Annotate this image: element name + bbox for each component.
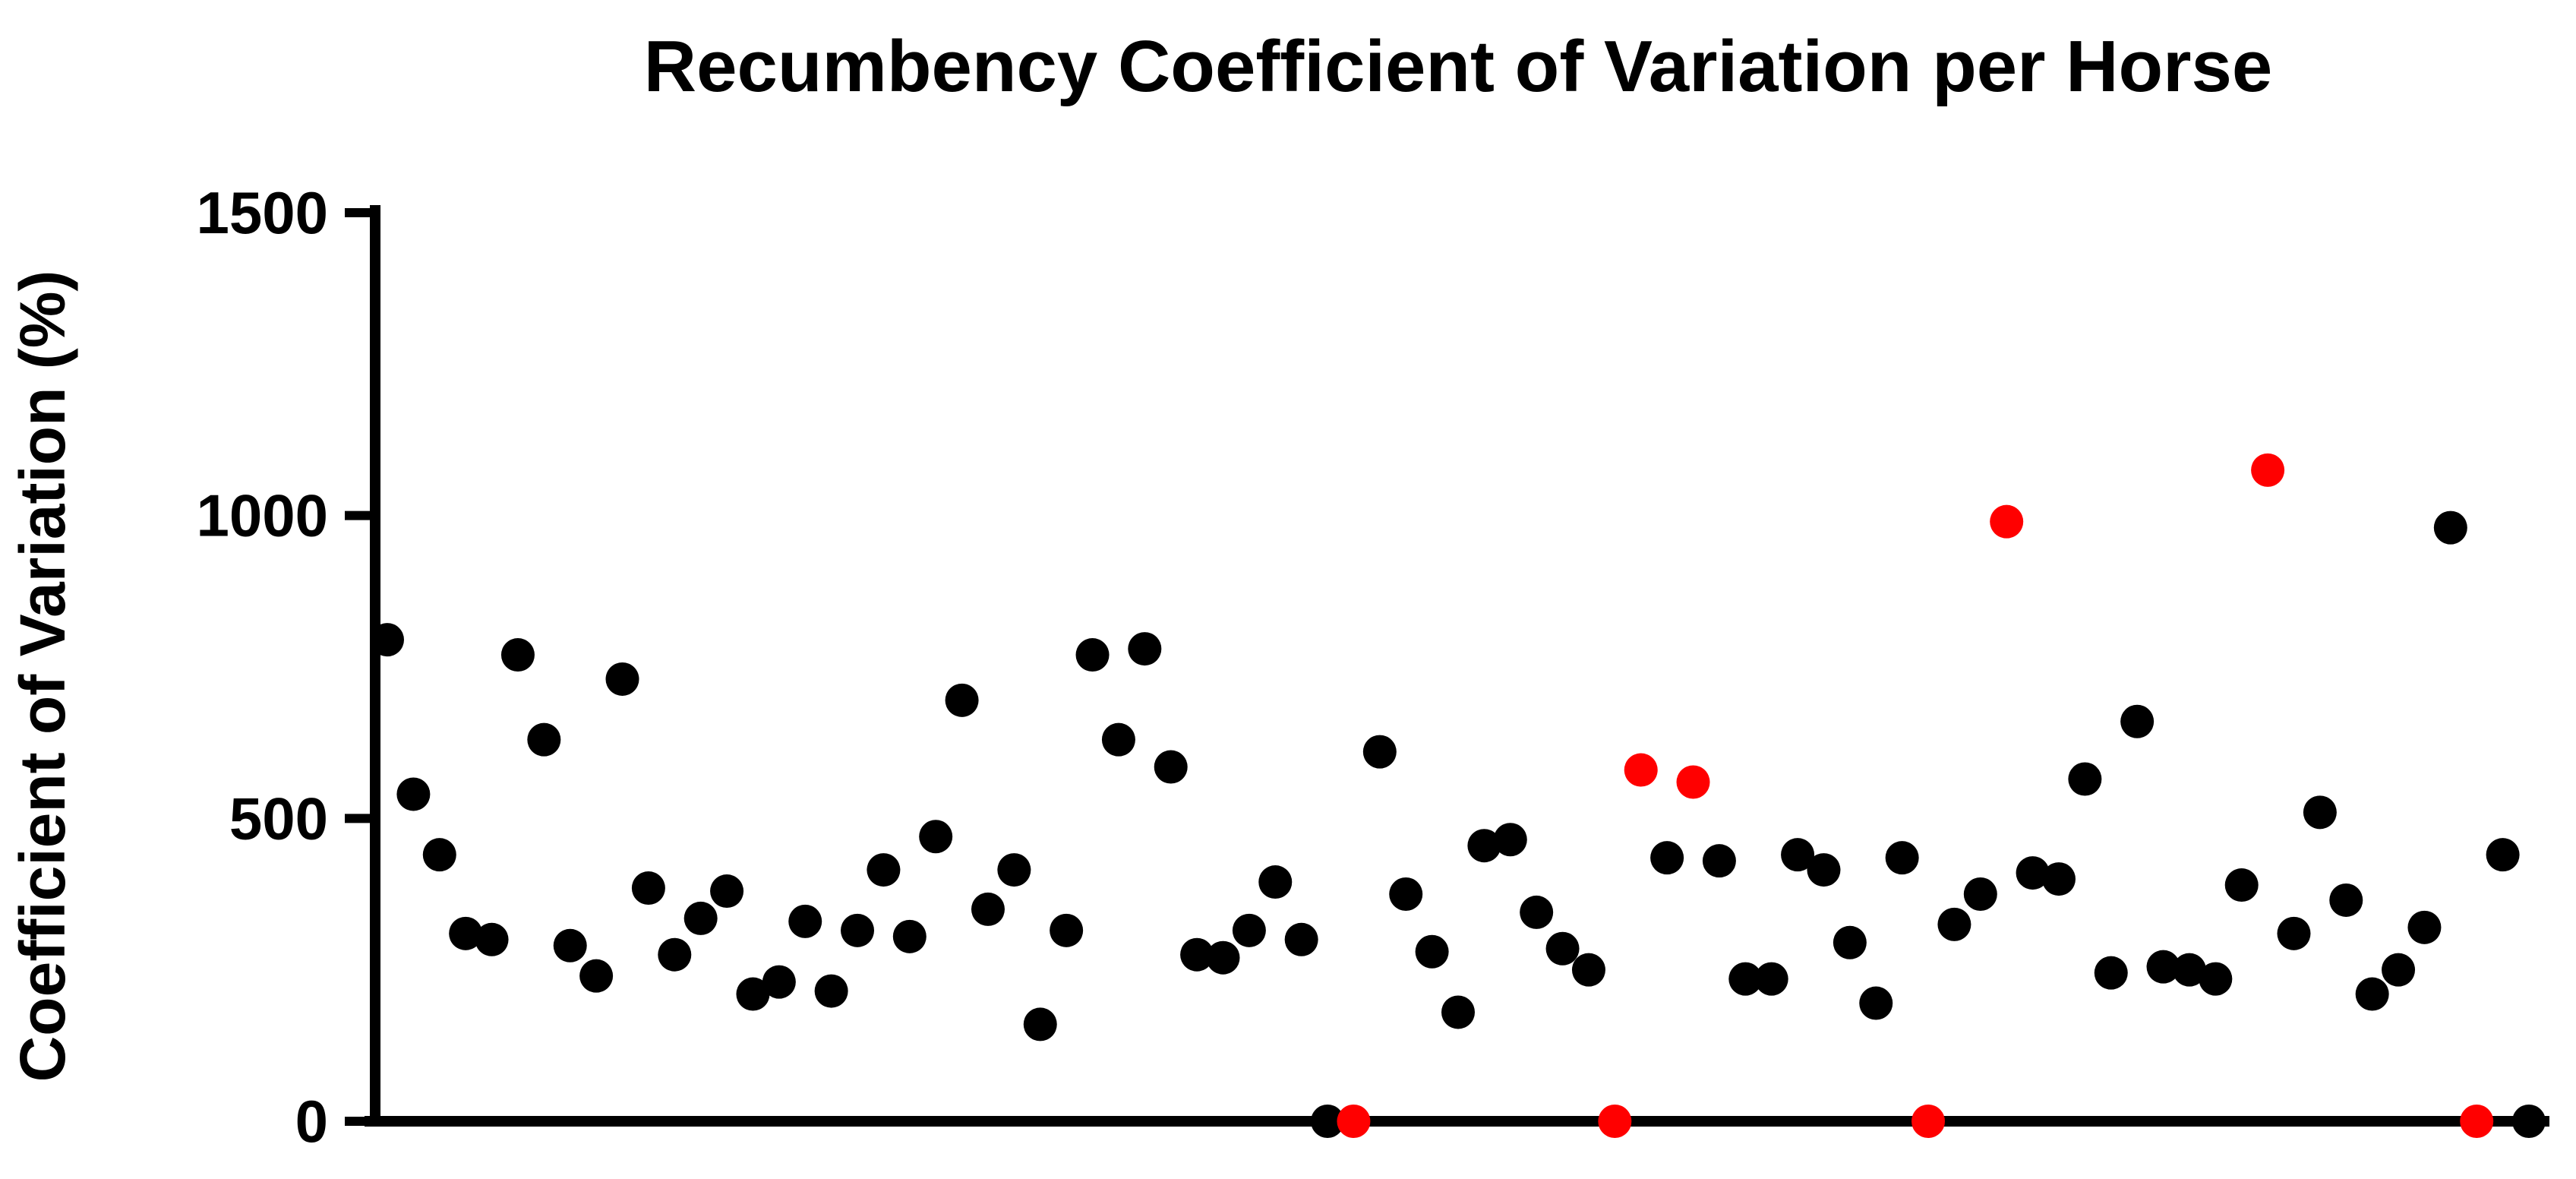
data-point [788, 904, 822, 938]
data-point [2146, 950, 2180, 984]
data-point [2512, 1105, 2546, 1138]
data-point [2199, 962, 2233, 996]
data-point [762, 965, 796, 999]
data-point [1415, 934, 1449, 969]
data-point [867, 853, 901, 887]
data-point [1075, 638, 1110, 672]
data-point [605, 662, 639, 696]
data-point [1545, 931, 1580, 966]
y-axis-ticks: 0 500 1000 1500 [196, 179, 375, 1155]
data-point [2120, 704, 2155, 738]
data-point [1650, 841, 1684, 875]
data-point [2329, 883, 2363, 917]
data-point [1441, 995, 1475, 1029]
y-tick-label: 0 [295, 1088, 328, 1155]
data-point [2068, 762, 2102, 796]
data-point [1493, 823, 1527, 857]
data-point-highlight [1598, 1105, 1632, 1138]
data-point [919, 820, 953, 854]
data-point [2433, 510, 2467, 545]
data-point [1859, 986, 1893, 1020]
data-point [2277, 916, 2311, 950]
data-point [2355, 977, 2389, 1011]
data-point [1128, 632, 1162, 666]
data-point [1520, 895, 1554, 929]
data-point-highlight [1990, 504, 2024, 539]
data-point [1389, 877, 1423, 911]
data-point [1728, 962, 1763, 996]
data-point [371, 623, 404, 657]
data-point [1023, 1007, 1057, 1042]
data-point [658, 937, 692, 972]
data-point [1571, 953, 1605, 987]
data-point [422, 838, 456, 872]
y-axis-label: Coefficient of Variation (%) [7, 270, 78, 1083]
data-point [1885, 841, 1919, 875]
data-point [2094, 956, 2128, 990]
data-point [710, 874, 744, 909]
data-point [553, 928, 587, 962]
data-points [371, 453, 2546, 1138]
data-point [1311, 1105, 1345, 1138]
data-point [892, 919, 927, 953]
data-point [2382, 953, 2416, 987]
data-point [527, 722, 561, 757]
data-point-highlight [1676, 765, 1710, 799]
data-point [1807, 853, 1841, 887]
data-point [1963, 877, 1997, 911]
data-point [1232, 913, 1266, 947]
data-point [814, 974, 848, 1008]
data-point [631, 871, 665, 906]
data-point [579, 959, 614, 993]
data-point [1937, 907, 1971, 941]
data-point [1154, 750, 1188, 784]
data-point [2486, 838, 2520, 872]
data-point-highlight [2251, 453, 2285, 487]
data-point [997, 853, 1031, 887]
data-point [1101, 722, 1135, 757]
data-point-highlight [1911, 1105, 1946, 1138]
data-point [500, 638, 535, 672]
data-point [841, 913, 875, 947]
data-point [736, 977, 770, 1011]
data-point [683, 901, 718, 935]
data-point-highlight [1337, 1105, 1371, 1138]
data-point [971, 892, 1005, 926]
data-point [1206, 940, 1240, 975]
data-point-highlight [1624, 753, 1658, 787]
y-tick-label: 1500 [196, 179, 328, 246]
data-point [1781, 838, 1815, 872]
data-point [1180, 937, 1214, 972]
y-tick-label: 500 [229, 785, 328, 852]
data-point-highlight [2460, 1105, 2494, 1138]
data-point [1754, 962, 1788, 996]
data-point [1284, 922, 1318, 956]
data-point [945, 683, 979, 717]
chart-title: Recumbency Coefficient of Variation per … [644, 26, 2273, 107]
data-point [1467, 829, 1501, 863]
data-point [2224, 868, 2259, 902]
data-point [1258, 865, 1293, 899]
data-point [1362, 735, 1397, 769]
data-point [1833, 925, 1867, 959]
data-point [2303, 795, 2337, 830]
data-point [1702, 844, 1736, 878]
data-point [449, 916, 483, 950]
data-point [2041, 862, 2076, 896]
data-point [396, 777, 431, 811]
data-point [2172, 953, 2206, 987]
data-point [2016, 856, 2050, 890]
data-point [475, 922, 509, 956]
y-tick-label: 1000 [196, 482, 328, 549]
data-point [2407, 910, 2442, 944]
data-point [1050, 913, 1084, 947]
